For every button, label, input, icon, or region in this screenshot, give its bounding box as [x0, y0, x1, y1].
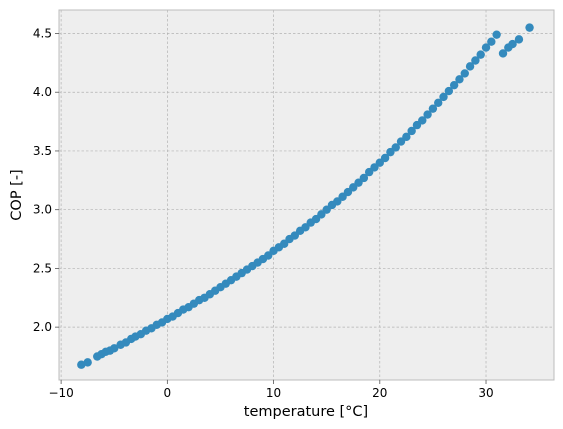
- data-point: [428, 104, 438, 113]
- data-point: [439, 92, 448, 102]
- plot-area-background: [59, 10, 554, 380]
- data-point: [77, 360, 86, 369]
- data-point: [525, 23, 534, 32]
- data-point: [402, 132, 411, 142]
- data-point: [434, 98, 443, 107]
- data-point: [110, 344, 119, 353]
- data-point: [471, 56, 480, 65]
- data-point: [481, 43, 491, 52]
- data-point: [492, 30, 501, 39]
- x-tick-label: −10: [48, 386, 73, 400]
- data-point: [359, 173, 369, 183]
- x-axis-ticks: −10 0 10 20 30: [48, 380, 494, 400]
- y-tick-label: 2.5: [33, 261, 52, 275]
- x-tick-label: 10: [266, 386, 281, 400]
- data-point: [498, 49, 508, 58]
- plot-area-frame: [58, 9, 555, 381]
- x-tick-label: 30: [478, 386, 493, 400]
- y-tick-label: 3.5: [33, 144, 52, 158]
- data-points: [77, 23, 534, 369]
- y-tick-label: 4.5: [33, 26, 52, 40]
- x-axis-label: temperature [°C]: [244, 404, 368, 420]
- data-point: [465, 62, 475, 71]
- data-point: [444, 86, 454, 96]
- x-tick-label: 20: [372, 386, 387, 400]
- data-point: [455, 75, 464, 84]
- y-tick-label: 3.0: [33, 203, 52, 217]
- y-tick-label: 2.0: [33, 320, 52, 334]
- data-point: [460, 69, 469, 78]
- data-point: [476, 50, 485, 59]
- data-point: [508, 39, 517, 49]
- data-point: [514, 35, 524, 44]
- y-axis-label: COP [-]: [9, 169, 25, 220]
- y-axis-ticks: 2.0 2.5 3.0 3.5 4.0 4.5: [33, 26, 59, 334]
- data-point: [380, 153, 390, 163]
- data-point: [487, 37, 496, 46]
- data-point: [418, 116, 427, 125]
- data-point: [449, 80, 459, 90]
- y-tick-label: 4.0: [33, 85, 52, 99]
- data-point: [391, 143, 400, 152]
- data-point: [407, 126, 416, 136]
- x-tick-label: 0: [164, 386, 172, 400]
- data-point: [83, 358, 92, 367]
- data-point: [423, 110, 432, 119]
